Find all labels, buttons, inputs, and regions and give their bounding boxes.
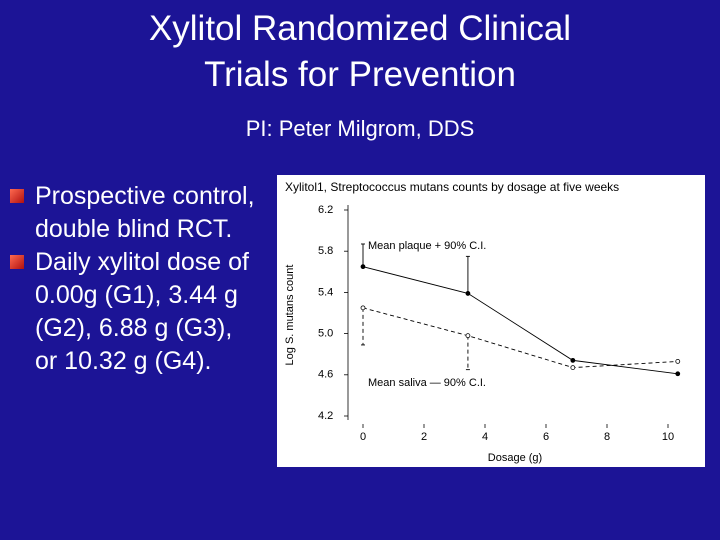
y-tick-label: 4.6: [318, 369, 333, 381]
bullet: Prospective control, double blind RCT.: [10, 180, 260, 246]
y-tick-label: 4.2: [318, 410, 333, 422]
point: [465, 291, 471, 296]
x-tick-label: 4: [482, 431, 488, 443]
point: [570, 357, 576, 363]
point: [570, 365, 576, 370]
series-line: [362, 266, 678, 375]
x-tick-label: 6: [543, 431, 549, 443]
title-line: Trials for Prevention: [204, 55, 516, 94]
y-tick-label: 6.2: [318, 204, 333, 216]
bullet-list: Prospective control, double blind RCT. D…: [10, 180, 260, 378]
y-tick-label: 5.4: [318, 286, 333, 298]
x-tick-label: 0: [360, 431, 366, 443]
legend-entry: Mean plaque + 90% C.I.: [368, 240, 486, 252]
x-tick-label: 10: [662, 431, 674, 443]
title-line: Xylitol Randomized Clinical: [148, 9, 572, 48]
point: [360, 264, 366, 270]
legend-entry: Mean saliva — 90% C.I.: [368, 377, 486, 389]
slide-title: Xylitol Randomized Clinical Trials for P…: [0, 6, 720, 98]
y-axis-label: Log S. mutans count: [284, 265, 296, 366]
bullet: Daily xylitol dose of 0.00g (G1), 3.44 g…: [10, 246, 260, 378]
point: [465, 333, 471, 339]
x-tick-label: 2: [421, 431, 427, 443]
y-tick-label: 5.0: [318, 328, 333, 340]
point: [675, 371, 681, 377]
x-tick-label: 8: [604, 431, 610, 443]
chart-title: Xylitol1, Streptococcus mutans counts by…: [285, 180, 619, 194]
point: [675, 359, 681, 364]
subtitle: PI: Peter Milgrom, DDS: [245, 116, 475, 141]
series-line: [362, 307, 678, 369]
x-axis-label: Dosage (g): [488, 452, 542, 464]
point: [360, 305, 366, 311]
chart-panel: [277, 175, 705, 467]
y-tick-label: 5.8: [318, 245, 333, 257]
